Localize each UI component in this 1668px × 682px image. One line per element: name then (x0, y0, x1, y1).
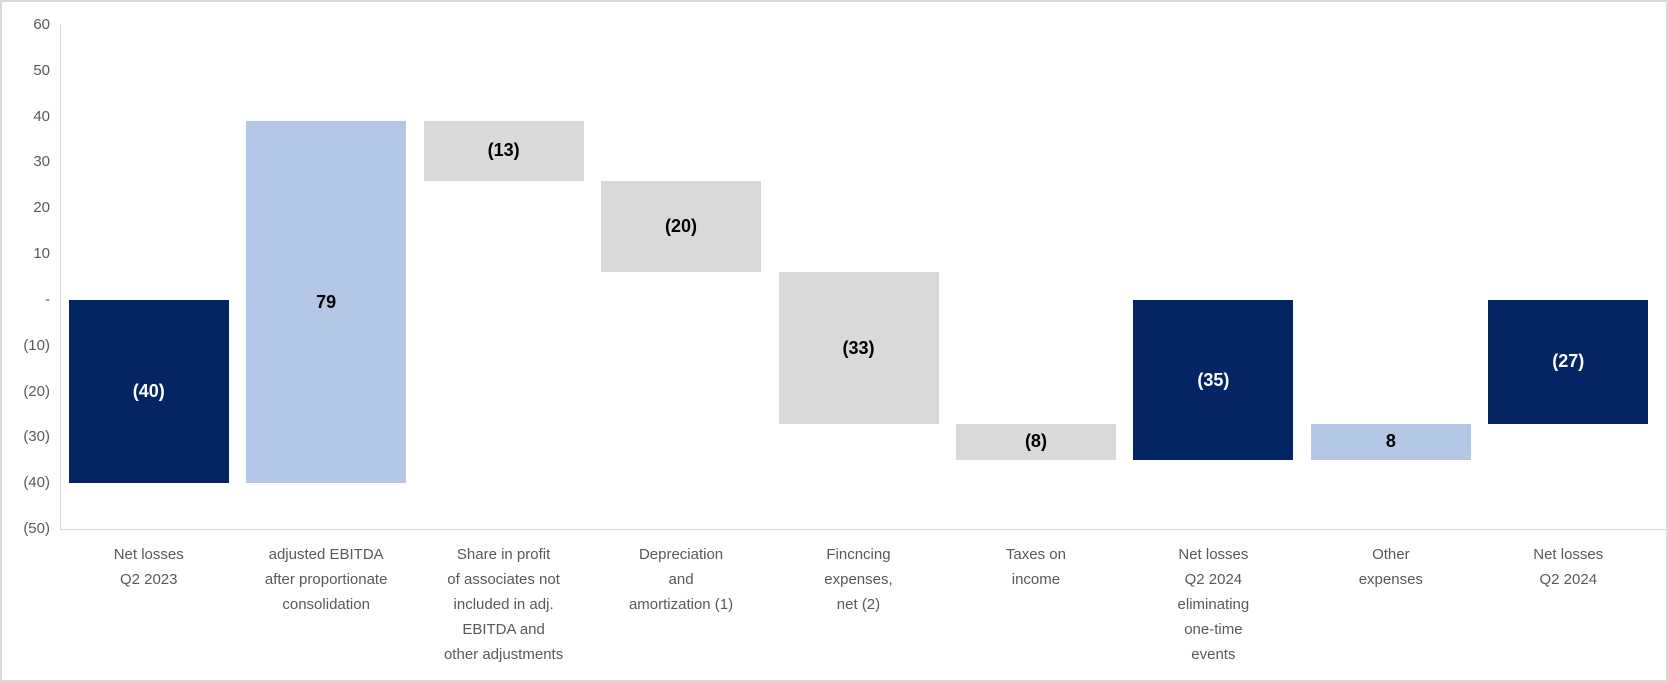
waterfall-bar-increase: 79 (246, 121, 407, 484)
x-axis-line (60, 529, 1666, 530)
bar-value-label: (8) (1024, 431, 1047, 452)
y-axis-tick-label: 10 (33, 245, 50, 263)
category-label-line: eliminating (1177, 596, 1250, 613)
category-label-line: Depreciation (638, 546, 724, 563)
category-label: Net losses Q2 2023 (60, 542, 237, 592)
category-label: Net losses Q2 2024 eliminating one-time even… (1125, 542, 1302, 667)
waterfall-bar-decrease: (20) (601, 180, 762, 273)
category-label-line: adjusted EBITDA (268, 546, 384, 563)
category-label-line: EBITDA and (462, 621, 545, 638)
category-label-line: events (1191, 646, 1236, 663)
category-label-line: after proportionate (264, 571, 388, 588)
y-axis-tick-label: (50) (23, 520, 50, 537)
category-label-line: Taxes on (1005, 546, 1066, 563)
category-label-line: Other (1372, 546, 1410, 563)
waterfall-bar-increase: 8 (1310, 423, 1471, 461)
category-label-line: Net losses (113, 546, 184, 563)
bar-value-label: (27) (1552, 351, 1585, 372)
bar-value-label: (35) (1197, 369, 1230, 390)
category-label: Net losses Q2 2024 (1480, 542, 1657, 592)
y-axis-tick-label: 50 (33, 61, 50, 79)
waterfall-bar-total: (27) (1488, 299, 1649, 424)
category-label: Depreciation and amortization (1) (592, 542, 769, 617)
category-label-line: income (1011, 571, 1061, 588)
y-axis-line (60, 24, 61, 529)
category-label: Other expenses (1302, 542, 1479, 592)
waterfall-bar-decrease: (8) (955, 423, 1116, 461)
bar-value-label: 79 (316, 291, 337, 312)
y-axis-tick-label: 40 (33, 107, 50, 125)
category-label-line: amortization (1) (628, 596, 734, 613)
bar-value-label: 8 (1385, 431, 1396, 452)
category-label-line: one-time (1184, 621, 1243, 638)
category-label-line: other adjustments (443, 646, 564, 663)
category-label-line: of associates not (447, 571, 560, 588)
category-label-line: included in adj. (453, 596, 554, 613)
bar-value-label: (20) (665, 216, 698, 237)
y-axis-tick-label: 60 (33, 16, 50, 33)
y-axis-tick-label: - (45, 290, 50, 308)
bar-value-label: (40) (132, 381, 165, 402)
category-label: Fincncing expenses, net (2) (770, 542, 947, 617)
waterfall-bar-total: (40) (68, 299, 229, 484)
y-axis-tick-label: 30 (33, 153, 50, 171)
category-label-line: Net losses (1533, 546, 1604, 563)
category-label-line: expenses, (824, 571, 893, 588)
category-label-line: expenses (1358, 571, 1423, 588)
category-label-line: net (2) (836, 596, 881, 613)
y-axis-tick-label: 20 (33, 199, 50, 217)
category-label-line: Fincncing (826, 546, 891, 563)
category-label: Taxes on income (947, 542, 1124, 592)
y-axis-tick-label: (20) (23, 382, 50, 400)
category-label-line: Q2 2024 (1539, 571, 1598, 588)
category-label: Share in profit of associates not included… (415, 542, 592, 667)
category-label-line: and (668, 571, 694, 588)
category-label-line: Q2 2023 (119, 571, 178, 588)
bar-value-label: (33) (842, 337, 875, 358)
category-label-line: Share in profit (456, 546, 551, 563)
category-label-line: consolidation (282, 596, 370, 613)
category-label-line: Q2 2024 (1184, 571, 1243, 588)
waterfall-bar-decrease: (33) (778, 272, 939, 424)
y-axis-tick-label: (30) (23, 428, 50, 446)
category-label: adjusted EBITDA after proportionate consol… (237, 542, 414, 617)
y-axis-tick-label: (40) (23, 474, 50, 492)
waterfall-bar-total: (35) (1133, 299, 1294, 461)
y-axis-tick-label: (10) (23, 336, 50, 354)
bar-value-label: (13) (487, 140, 520, 161)
waterfall-bar-decrease: (13) (423, 121, 584, 181)
category-label-line: Net losses (1178, 546, 1249, 563)
